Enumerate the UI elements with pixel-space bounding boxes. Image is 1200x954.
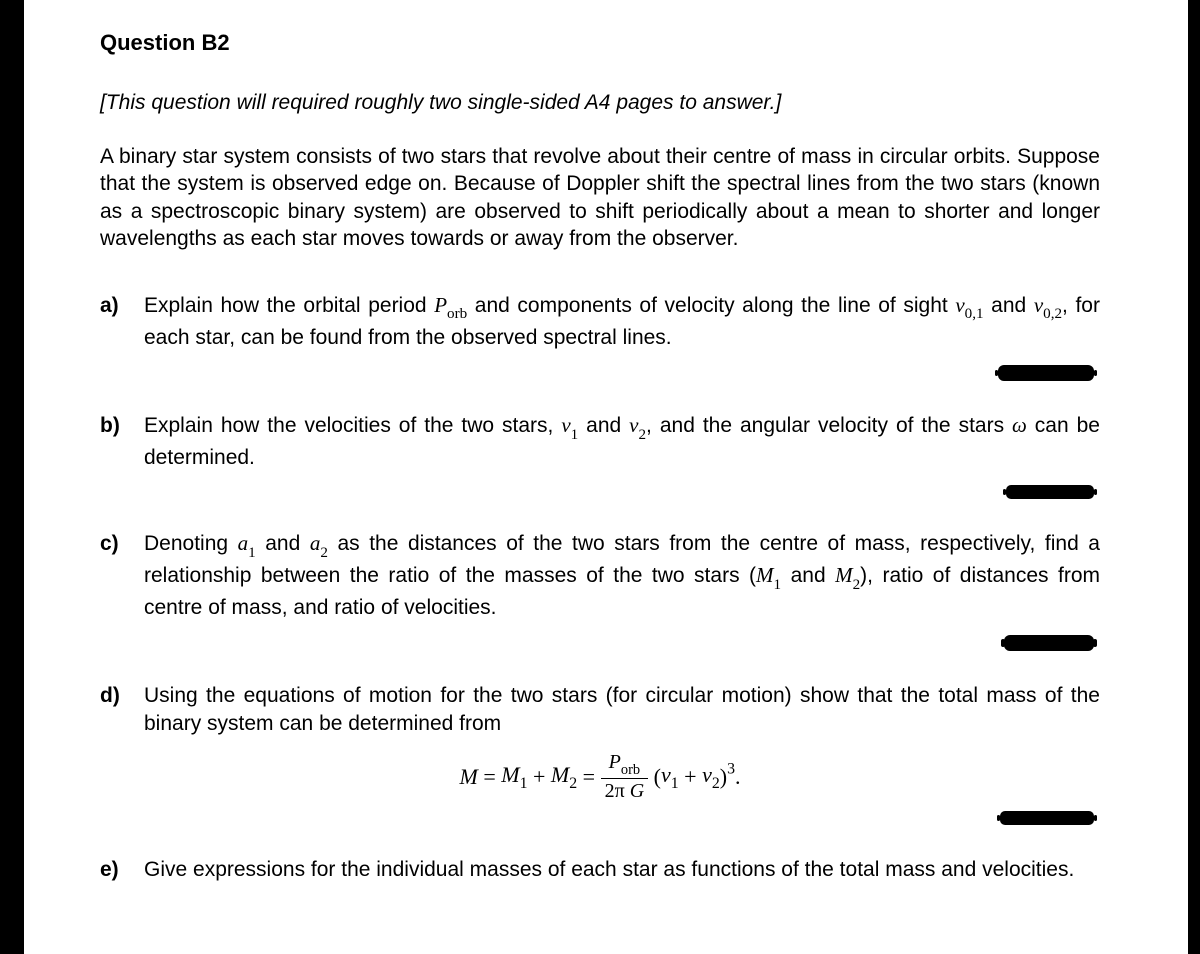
var-M1-M: M bbox=[756, 563, 774, 587]
eq-frac-orb: orb bbox=[621, 762, 640, 778]
eq-cube: 3 bbox=[727, 761, 735, 778]
eq-period: . bbox=[735, 764, 741, 789]
part-b: b) Explain how the velocities of the two… bbox=[100, 412, 1100, 471]
part-d-label: d) bbox=[100, 682, 144, 737]
page-edge-left bbox=[0, 0, 24, 954]
part-a-label: a) bbox=[100, 292, 144, 351]
eq-frac-P: P bbox=[609, 751, 621, 773]
equation-total-mass: M = M1 + M2 = Porb2π G (v1 + v2)3. bbox=[100, 751, 1100, 803]
var-Porb-sub: orb bbox=[447, 306, 467, 322]
var-a1-sub: 1 bbox=[248, 545, 256, 561]
part-b-text-2: and bbox=[578, 414, 629, 437]
part-c: c) Denoting a1 and a2 as the distances o… bbox=[100, 530, 1100, 621]
part-b-text-1: Explain how the velocities of the two st… bbox=[144, 414, 561, 437]
var-v2-sub: 2 bbox=[638, 427, 646, 443]
part-a-text-1: Explain how the orbital period bbox=[144, 294, 434, 317]
eq-M1: M bbox=[501, 762, 519, 787]
part-e-label: e) bbox=[100, 856, 144, 883]
eq-close: ) bbox=[720, 764, 727, 789]
eq-v1: v bbox=[661, 762, 671, 787]
eq-M1-sub: 1 bbox=[520, 775, 528, 792]
part-e-text: Give expressions for the individual mass… bbox=[144, 856, 1100, 883]
length-instruction: [This question will required roughly two… bbox=[100, 91, 1100, 115]
eq-M2: M bbox=[551, 762, 569, 787]
part-d-text: Using the equations of motion for the tw… bbox=[144, 682, 1100, 737]
var-v02-v: v bbox=[1034, 293, 1043, 317]
eq-eq1: = bbox=[478, 764, 501, 789]
redaction-row-b bbox=[100, 485, 1100, 504]
part-b-text-3: , and the angular velocity of the stars bbox=[646, 414, 1012, 437]
eq-frac-2pi: 2π bbox=[605, 780, 625, 802]
page-edge-right bbox=[1188, 0, 1200, 954]
eq-eq2: = bbox=[577, 764, 600, 789]
redaction-row-d bbox=[100, 811, 1100, 830]
var-v01-v: v bbox=[955, 293, 964, 317]
eq-plus2: + bbox=[679, 764, 702, 789]
part-d: d) Using the equations of motion for the… bbox=[100, 682, 1100, 737]
var-a2-sub: 2 bbox=[320, 545, 328, 561]
redaction-row-a bbox=[100, 365, 1100, 386]
question-title: Question B2 bbox=[100, 30, 1100, 56]
eq-open: ( bbox=[648, 764, 661, 789]
part-c-text: Denoting a1 and a2 as the distances of t… bbox=[144, 530, 1100, 621]
part-c-text-2: and bbox=[256, 532, 310, 555]
intro-paragraph: A binary star system consists of two sta… bbox=[100, 143, 1100, 252]
redaction-mark-c bbox=[1004, 635, 1094, 651]
eq-plus: + bbox=[527, 764, 550, 789]
eq-M2-sub: 2 bbox=[569, 775, 577, 792]
eq-M: M bbox=[459, 764, 477, 789]
part-c-text-1: Denoting bbox=[144, 532, 238, 555]
part-a-text-2: and components of velocity along the lin… bbox=[467, 294, 955, 317]
part-a: a) Explain how the orbital period Porb a… bbox=[100, 292, 1100, 351]
eq-fraction: Porb 2π G bbox=[601, 751, 649, 803]
var-M1-sub: 1 bbox=[774, 577, 782, 593]
part-b-label: b) bbox=[100, 412, 144, 471]
var-v01-sub: 0,1 bbox=[965, 306, 984, 322]
part-c-text-4: and bbox=[781, 564, 835, 587]
eq-frac-G: G bbox=[625, 780, 644, 802]
var-a1-a: a bbox=[238, 531, 249, 555]
var-M2-sub: 2 bbox=[853, 577, 861, 593]
eq-v2-sub: 2 bbox=[712, 775, 720, 792]
part-c-label: c) bbox=[100, 530, 144, 621]
part-b-text: Explain how the velocities of the two st… bbox=[144, 412, 1100, 471]
redaction-mark-a bbox=[998, 365, 1094, 381]
var-v02-sub: 0,2 bbox=[1043, 306, 1062, 322]
var-v1-v: v bbox=[561, 413, 570, 437]
document-page: Question B2 [This question will required… bbox=[0, 0, 1200, 903]
var-v1-sub: 1 bbox=[571, 427, 579, 443]
var-omega: ω bbox=[1012, 413, 1027, 437]
redaction-mark-b bbox=[1006, 485, 1094, 499]
var-M2-M: M bbox=[835, 563, 853, 587]
var-a2-a: a bbox=[310, 531, 321, 555]
redaction-row-c bbox=[100, 635, 1100, 656]
redaction-mark-d bbox=[1000, 811, 1094, 825]
part-a-text: Explain how the orbital period Porb and … bbox=[144, 292, 1100, 351]
eq-v2: v bbox=[702, 762, 712, 787]
part-a-text-3: and bbox=[984, 294, 1034, 317]
eq-v1-sub: 1 bbox=[671, 775, 679, 792]
var-Porb-P: P bbox=[434, 293, 447, 317]
part-e: e) Give expressions for the individual m… bbox=[100, 856, 1100, 883]
